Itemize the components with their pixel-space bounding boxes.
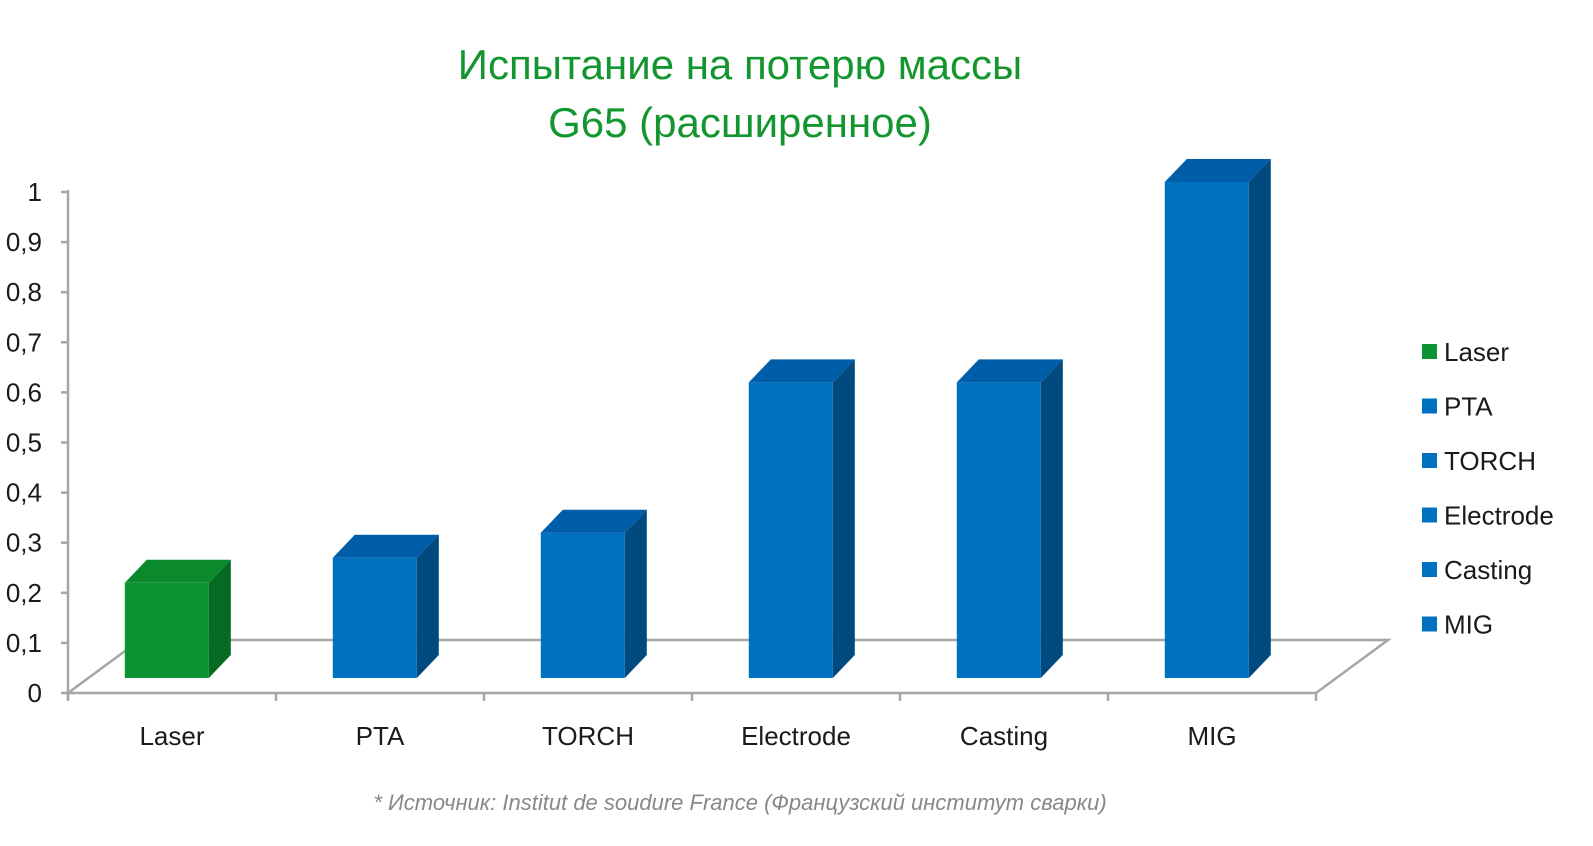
y-tick-label: 0,6 [6, 377, 42, 407]
bar-front [748, 382, 833, 678]
chart-title-line-1: Испытание на потерю массы [457, 41, 1023, 88]
bar-side [1248, 159, 1271, 678]
legend-swatch [1422, 344, 1437, 359]
y-tick-label: 1 [28, 177, 42, 207]
legend-label: TORCH [1444, 446, 1536, 476]
bar-front [956, 382, 1041, 678]
legend-label: Laser [1444, 337, 1509, 367]
legend-label: PTA [1444, 392, 1493, 422]
legend-swatch [1422, 453, 1437, 468]
y-tick-label: 0,3 [6, 528, 42, 558]
bar-front [540, 532, 625, 678]
y-tick-label: 0,2 [6, 578, 42, 608]
bar-top [956, 359, 1063, 383]
bar-front [124, 582, 209, 678]
bar [124, 559, 231, 678]
bar-side [208, 559, 231, 678]
bar [540, 509, 647, 678]
bar-top [1164, 159, 1271, 182]
bar-side [624, 509, 647, 678]
legend-swatch [1422, 398, 1437, 414]
y-tick-label: 0,5 [6, 428, 42, 458]
bar-top [748, 359, 855, 383]
bars-layer [124, 159, 1271, 678]
legend-label: MIG [1444, 610, 1493, 640]
x-tick-label: MIG [1187, 721, 1236, 751]
legend-label: Casting [1444, 555, 1532, 585]
bar-front [1164, 182, 1249, 678]
bar-front [332, 557, 417, 678]
legend-label: Electrode [1444, 501, 1554, 531]
y-tick-label: 0 [28, 678, 42, 708]
y-tick-label: 0,9 [6, 227, 42, 257]
legend-swatch [1422, 616, 1437, 632]
legend-layer: Laser PTA TORCH Electrode Casting MIG [1422, 337, 1554, 640]
axes-layer: 0 0,1 0,2 0,3 0,4 0,5 0,6 0,7 0,8 0,9 1 Laser PTA TOR… [6, 177, 1392, 751]
x-tick-label: Casting [960, 721, 1048, 751]
y-tick-label: 0,1 [6, 628, 42, 658]
y-tick-label: 0,4 [6, 478, 42, 508]
bar-side [1040, 359, 1063, 678]
bar-top [540, 509, 647, 533]
bar [1164, 159, 1271, 678]
bar-side [416, 534, 439, 678]
bar-top [332, 534, 439, 558]
x-tick-label: PTA [356, 721, 405, 751]
bar [748, 359, 855, 678]
y-tick-label: 0,8 [6, 277, 42, 307]
bar [332, 534, 439, 678]
x-tick-label: Electrode [741, 721, 851, 751]
source-note: * Источник: Institut de soudure France (… [373, 790, 1107, 815]
y-tick-label: 0,7 [6, 327, 42, 357]
chart-title-line-2: G65 (расширенное) [548, 99, 932, 146]
bar-top [124, 559, 231, 583]
x-tick-label: TORCH [542, 721, 634, 751]
legend-swatch [1422, 507, 1437, 523]
x-tick-label: Laser [139, 721, 204, 751]
bar [956, 359, 1063, 678]
bar-side [832, 359, 855, 678]
legend-swatch [1422, 562, 1437, 577]
